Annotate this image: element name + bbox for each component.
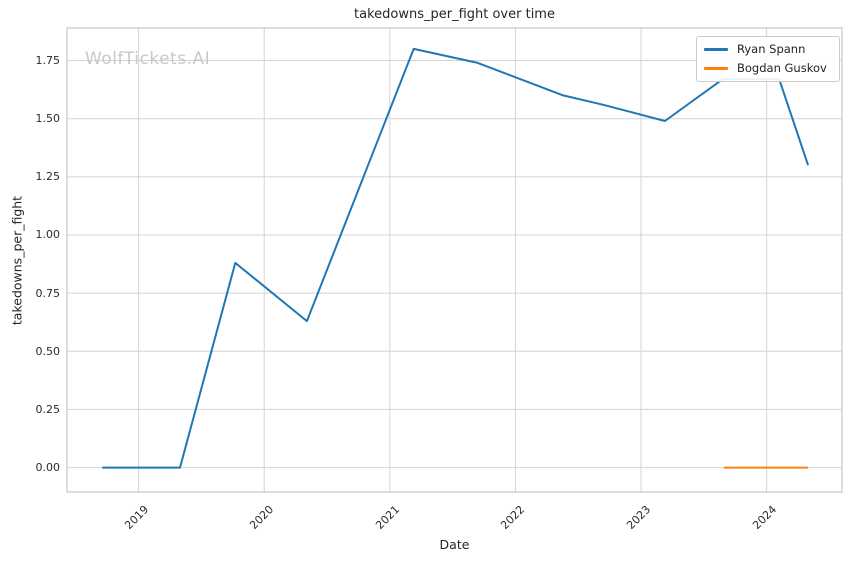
x-axis-label: Date <box>439 537 470 552</box>
watermark: WolfTickets.AI <box>85 49 211 69</box>
y-tick-label: 0.00 <box>35 461 61 475</box>
y-axis-label: takedowns_per_fight <box>9 195 25 326</box>
legend-entry-ryan-spann: Ryan Spann <box>704 42 832 56</box>
y-tick-label: 0.75 <box>35 286 61 300</box>
series-line-ryan-spann <box>102 47 810 469</box>
legend-line-swatch-ryan-spann <box>704 47 728 51</box>
legend-label-bogdan-guskov: Bogdan Guskov <box>737 61 827 75</box>
y-tick-label: 0.25 <box>35 402 61 416</box>
plot-border <box>66 27 843 493</box>
legend: Ryan Spann Bogdan Guskov <box>696 36 840 82</box>
legend-label-ryan-spann: Ryan Spann <box>737 42 806 56</box>
y-tick-label: 1.50 <box>35 112 61 126</box>
legend-line-swatch-bogdan-guskov <box>704 66 728 70</box>
y-tick-label: 1.25 <box>35 170 61 184</box>
chart-title: takedowns_per_fight over time <box>354 7 555 22</box>
y-tick-label: 1.00 <box>35 228 61 242</box>
y-tick-label: 0.50 <box>35 344 61 358</box>
legend-entry-bogdan-guskov: Bogdan Guskov <box>704 61 832 75</box>
y-tick-label: 1.75 <box>35 54 61 68</box>
